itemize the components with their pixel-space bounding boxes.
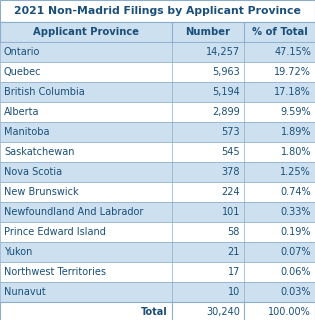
Text: Quebec: Quebec: [4, 67, 42, 77]
Bar: [0, 182, 315, 202]
Text: 14,257: 14,257: [206, 47, 240, 57]
Text: 2,899: 2,899: [212, 107, 240, 117]
Text: 5,963: 5,963: [212, 67, 240, 77]
Text: 2021 Non-Madrid Filings by Applicant Province: 2021 Non-Madrid Filings by Applicant Pro…: [14, 6, 301, 16]
Text: 0.74%: 0.74%: [280, 187, 311, 197]
Bar: [0, 122, 315, 142]
Text: Saskatchewan: Saskatchewan: [4, 147, 75, 157]
Text: 17.18%: 17.18%: [274, 87, 311, 97]
Text: Alberta: Alberta: [4, 107, 39, 117]
Text: Total: Total: [141, 307, 168, 317]
Text: 10: 10: [228, 287, 240, 297]
Text: 378: 378: [221, 167, 240, 177]
Text: 58: 58: [228, 227, 240, 237]
Text: Applicant Province: Applicant Province: [33, 27, 139, 37]
Text: 545: 545: [221, 147, 240, 157]
Text: 224: 224: [221, 187, 240, 197]
Text: Prince Edward Island: Prince Edward Island: [4, 227, 106, 237]
Text: British Columbia: British Columbia: [4, 87, 85, 97]
Bar: [0, 262, 315, 282]
Text: 21: 21: [228, 247, 240, 257]
Text: Nunavut: Nunavut: [4, 287, 46, 297]
Bar: [0, 222, 315, 242]
Bar: [0, 82, 315, 102]
Text: 30,240: 30,240: [206, 307, 240, 317]
Text: Ontario: Ontario: [4, 47, 40, 57]
Text: 1.25%: 1.25%: [280, 167, 311, 177]
Text: 9.59%: 9.59%: [280, 107, 311, 117]
Text: Northwest Territories: Northwest Territories: [4, 267, 106, 277]
Bar: [0, 162, 315, 182]
Text: Newfoundland And Labrador: Newfoundland And Labrador: [4, 207, 143, 217]
Text: 0.19%: 0.19%: [280, 227, 311, 237]
Bar: [0, 62, 315, 82]
Text: 1.89%: 1.89%: [280, 127, 311, 137]
Bar: [0, 242, 315, 262]
Text: 1.80%: 1.80%: [280, 147, 311, 157]
Text: Number: Number: [186, 27, 231, 37]
Bar: [0, 42, 315, 62]
Text: 101: 101: [222, 207, 240, 217]
Bar: [0, 142, 315, 162]
Text: % of Total: % of Total: [252, 27, 307, 37]
Text: 0.06%: 0.06%: [280, 267, 311, 277]
Bar: [0, 22, 315, 42]
Bar: [0, 0, 315, 22]
Text: 5,194: 5,194: [212, 87, 240, 97]
Text: 0.03%: 0.03%: [280, 287, 311, 297]
Bar: [0, 202, 315, 222]
Bar: [0, 302, 315, 320]
Bar: [0, 282, 315, 302]
Text: 47.15%: 47.15%: [274, 47, 311, 57]
Text: 100.00%: 100.00%: [268, 307, 311, 317]
Text: Nova Scotia: Nova Scotia: [4, 167, 62, 177]
Text: 19.72%: 19.72%: [274, 67, 311, 77]
Bar: [0, 102, 315, 122]
Text: 0.07%: 0.07%: [280, 247, 311, 257]
Text: 0.33%: 0.33%: [280, 207, 311, 217]
Text: 573: 573: [221, 127, 240, 137]
Text: Manitoba: Manitoba: [4, 127, 49, 137]
Text: Yukon: Yukon: [4, 247, 32, 257]
Text: 17: 17: [228, 267, 240, 277]
Text: New Brunswick: New Brunswick: [4, 187, 79, 197]
